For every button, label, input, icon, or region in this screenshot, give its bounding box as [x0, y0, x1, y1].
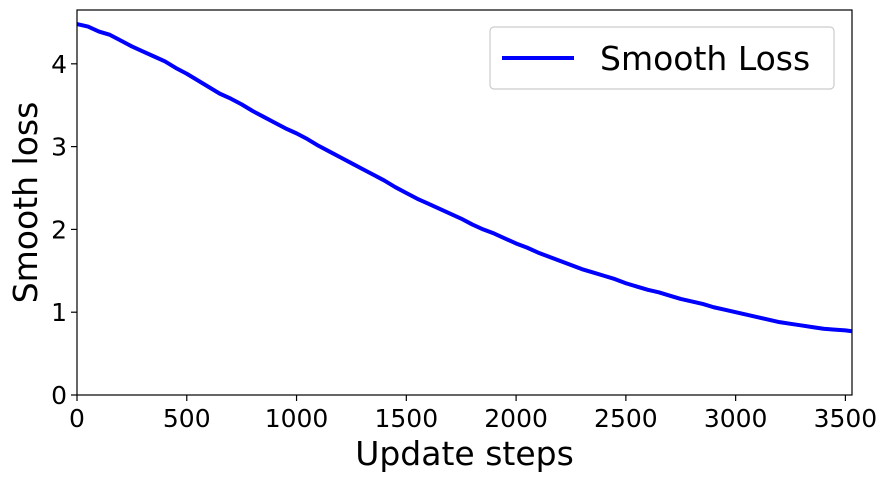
y-tick-label: 4 — [51, 50, 67, 79]
legend: Smooth Loss — [489, 26, 835, 90]
y-axis: 0 1 2 3 4 — [51, 50, 77, 410]
x-tick-label: 0 — [69, 404, 85, 433]
x-tick-label: 1000 — [265, 404, 329, 433]
y-tick-label: 1 — [51, 298, 67, 327]
x-tick-label: 3000 — [704, 404, 768, 433]
plot-frame — [76, 9, 853, 396]
x-tick-label: 2000 — [484, 404, 548, 433]
x-axis: 0 500 1000 1500 2000 2500 3000 3500 — [69, 395, 877, 433]
x-tick-label: 500 — [163, 404, 211, 433]
x-tick-label: 3500 — [814, 404, 878, 433]
x-tick-label: 1500 — [375, 404, 439, 433]
legend-label-smooth-loss: Smooth Loss — [600, 39, 810, 78]
legend-box — [489, 26, 835, 90]
y-tick-label: 0 — [51, 381, 67, 410]
y-tick-label: 2 — [51, 215, 67, 244]
plot-content — [76, 22, 853, 334]
x-axis-label: Update steps — [355, 434, 574, 473]
y-tick-label: 3 — [51, 133, 67, 162]
x-tick-label: 2500 — [594, 404, 658, 433]
y-axis-label: Smooth loss — [6, 102, 45, 304]
series-line-smooth-loss — [76, 22, 853, 334]
